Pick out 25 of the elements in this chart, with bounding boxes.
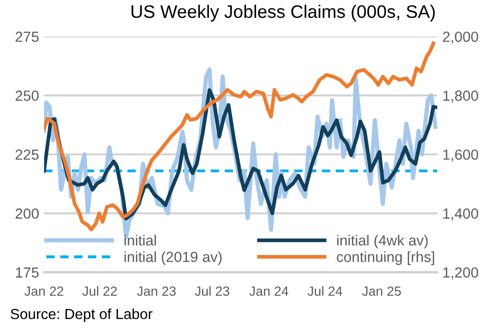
y2-tick-label: 1,800 (443, 90, 478, 103)
y-tick-label: 200 (16, 208, 39, 219)
x-tick-label: Jan 24 (249, 286, 288, 296)
y2-tick-label: 1,200 (443, 267, 478, 280)
line-series (44, 41, 436, 232)
y2-tick-label: 1,400 (443, 208, 478, 220)
y-tick-label: 275 (16, 32, 39, 42)
y2-tick-label: 1,600 (443, 149, 478, 162)
x-tick-label: Jan 25 (362, 286, 401, 296)
y-tick-label: 225 (16, 149, 39, 160)
legend-label: continuing [rhs] (336, 251, 434, 265)
legend-label: initial (124, 234, 156, 246)
legend-label: initial (4wk av) (337, 234, 428, 248)
legend-label: initial (2019 av) (124, 251, 222, 265)
source-note: Source: Dept of Labor (10, 308, 152, 322)
line-series (44, 88, 438, 221)
y2-tick-label: 2,000 (442, 32, 478, 44)
x-tick-label: Jan 23 (136, 286, 176, 296)
x-tick-label: Jul 22 (82, 286, 117, 296)
x-tick-label: Jul 24 (308, 286, 342, 296)
x-tick-label: Jul 23 (194, 286, 230, 296)
y-tick-label: 175 (16, 267, 39, 278)
chart-title: US Weekly Jobless Claims (000s, SA) (132, 4, 435, 22)
y-tick-label: 250 (16, 90, 39, 101)
x-tick-label: Jan 22 (24, 286, 64, 296)
